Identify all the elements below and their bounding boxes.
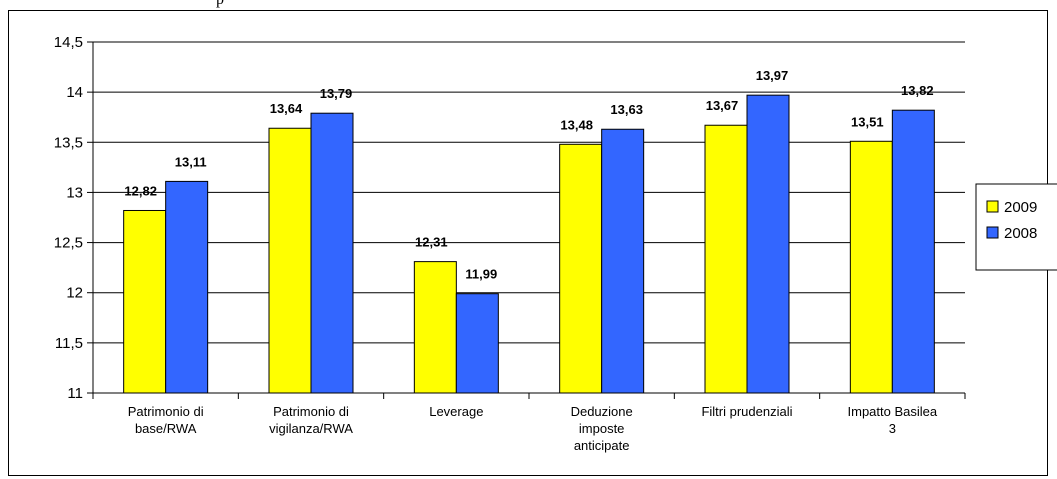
y-tick-label: 11 <box>67 385 83 402</box>
y-tick-label: 12,5 <box>54 235 83 252</box>
y-tick-label: 13,5 <box>54 134 83 151</box>
bar-2008 <box>891 109 935 394</box>
data-label: 12,82 <box>124 183 157 198</box>
bar-2009 <box>559 143 603 394</box>
y-tick-label: 14,5 <box>54 34 83 51</box>
legend-label-2009: 2009 <box>1004 199 1037 216</box>
y-tick-label: 11,5 <box>55 335 83 352</box>
legend: 2009 2008 <box>975 183 1057 271</box>
gridlines <box>93 41 965 344</box>
x-tick-label: Patrimonio di vigilanza/RWA <box>269 404 353 436</box>
legend-swatch-2009 <box>986 200 999 213</box>
x-tick-label: Leverage <box>429 404 483 419</box>
y-tick-label: 12 <box>66 285 83 302</box>
data-label: 13,97 <box>756 68 789 83</box>
bar-2008 <box>601 128 645 394</box>
data-label: 13,51 <box>851 114 884 129</box>
x-tick-label: Filtri prudenziali <box>701 404 792 419</box>
data-labels: 12,82 13,11 13,64 13,79 12,31 11,99 13,48 13,63… <box>124 68 933 282</box>
bars <box>123 94 935 394</box>
data-label: 13,82 <box>901 83 934 98</box>
bar-2009 <box>123 209 167 394</box>
bar-2008 <box>746 94 790 394</box>
y-tick-label: 13 <box>66 184 83 201</box>
legend-swatch-2008 <box>986 226 999 239</box>
legend-label-2008: 2008 <box>1004 225 1037 242</box>
data-label: 13,64 <box>270 101 303 116</box>
data-label: 13,63 <box>610 102 643 117</box>
bar-2009 <box>849 140 893 394</box>
data-label: 11,99 <box>465 267 497 282</box>
bar-2008 <box>310 112 354 394</box>
bar-2009 <box>413 261 457 394</box>
bar-2009 <box>704 124 748 394</box>
page-text-fragment: p <box>216 0 224 9</box>
bar-2008 <box>455 293 499 394</box>
data-label: 13,79 <box>320 86 353 101</box>
bar-2009 <box>268 127 312 394</box>
bar-2008 <box>165 180 209 394</box>
axes: 11 11,5 12 12,5 13 13,5 14 14,5 Patrimonio di bas… <box>54 34 966 453</box>
data-label: 13,67 <box>706 98 739 113</box>
data-label: 13,11 <box>175 154 207 169</box>
y-tick-label: 14 <box>66 84 83 101</box>
x-tick-label: Patrimonio di base/RWA <box>128 404 204 436</box>
x-tick-label: Impatto Basilea 3 <box>848 404 938 436</box>
x-tick-label: Deduzione imposte anticipate <box>571 404 633 453</box>
data-label: 13,48 <box>560 117 593 132</box>
data-label: 12,31 <box>415 235 448 250</box>
